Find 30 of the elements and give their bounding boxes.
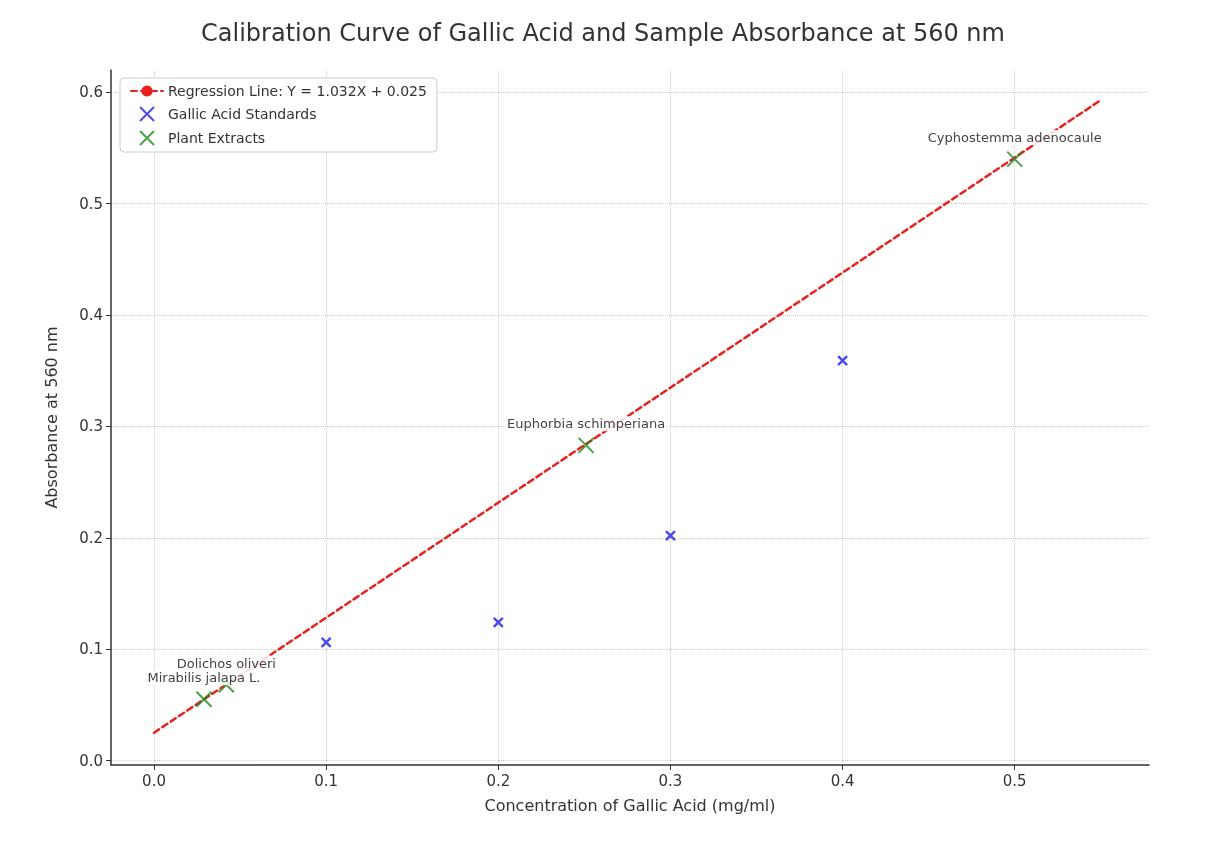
x-axis-title: Concentration of Gallic Acid (mg/ml)	[484, 795, 776, 815]
y-tick-label: 0.4	[79, 306, 103, 325]
x-tick-label: 0.5	[1002, 771, 1027, 790]
y-tick-label: 0.0	[79, 751, 103, 770]
y-axis-title: Absorbance at 560 nm	[41, 326, 61, 509]
annotation: Euphorbia schimperiana	[507, 416, 666, 432]
legend-label: Plant Extracts	[168, 130, 266, 146]
annotation: Cyphostemma adenocaule	[927, 130, 1102, 146]
point	[492, 616, 505, 629]
y-tick-label: 0.5	[79, 194, 103, 213]
x-tick-label: 0.2	[486, 771, 511, 790]
y-tick-label: 0.3	[79, 417, 103, 436]
x-tick-label: 0.0	[142, 771, 166, 790]
point	[320, 636, 332, 649]
y-tick-label: 0.6	[79, 83, 103, 102]
annotation: Mirabilis jalapa L.	[147, 670, 261, 686]
y-tick-label: 0.2	[79, 528, 103, 547]
annotation: Dolichos oliveri	[176, 655, 276, 671]
point	[664, 529, 677, 542]
y-tick-label: 0.1	[79, 640, 103, 659]
legend-label: Regression Line: Y = 1.032X + 0.025	[168, 83, 427, 99]
legend-label: Gallic Acid Standards	[168, 106, 317, 122]
point	[577, 436, 595, 454]
point	[195, 690, 213, 708]
x-tick-label: 0.3	[658, 771, 683, 790]
chart-title: Calibration Curve of Gallic Acid and Sample Absorbance at 560 nm	[201, 19, 1005, 47]
point	[1006, 150, 1024, 168]
x-tick-label: 0.4	[830, 771, 855, 790]
x-tick-label: 0.1	[314, 771, 339, 790]
point	[836, 354, 849, 367]
